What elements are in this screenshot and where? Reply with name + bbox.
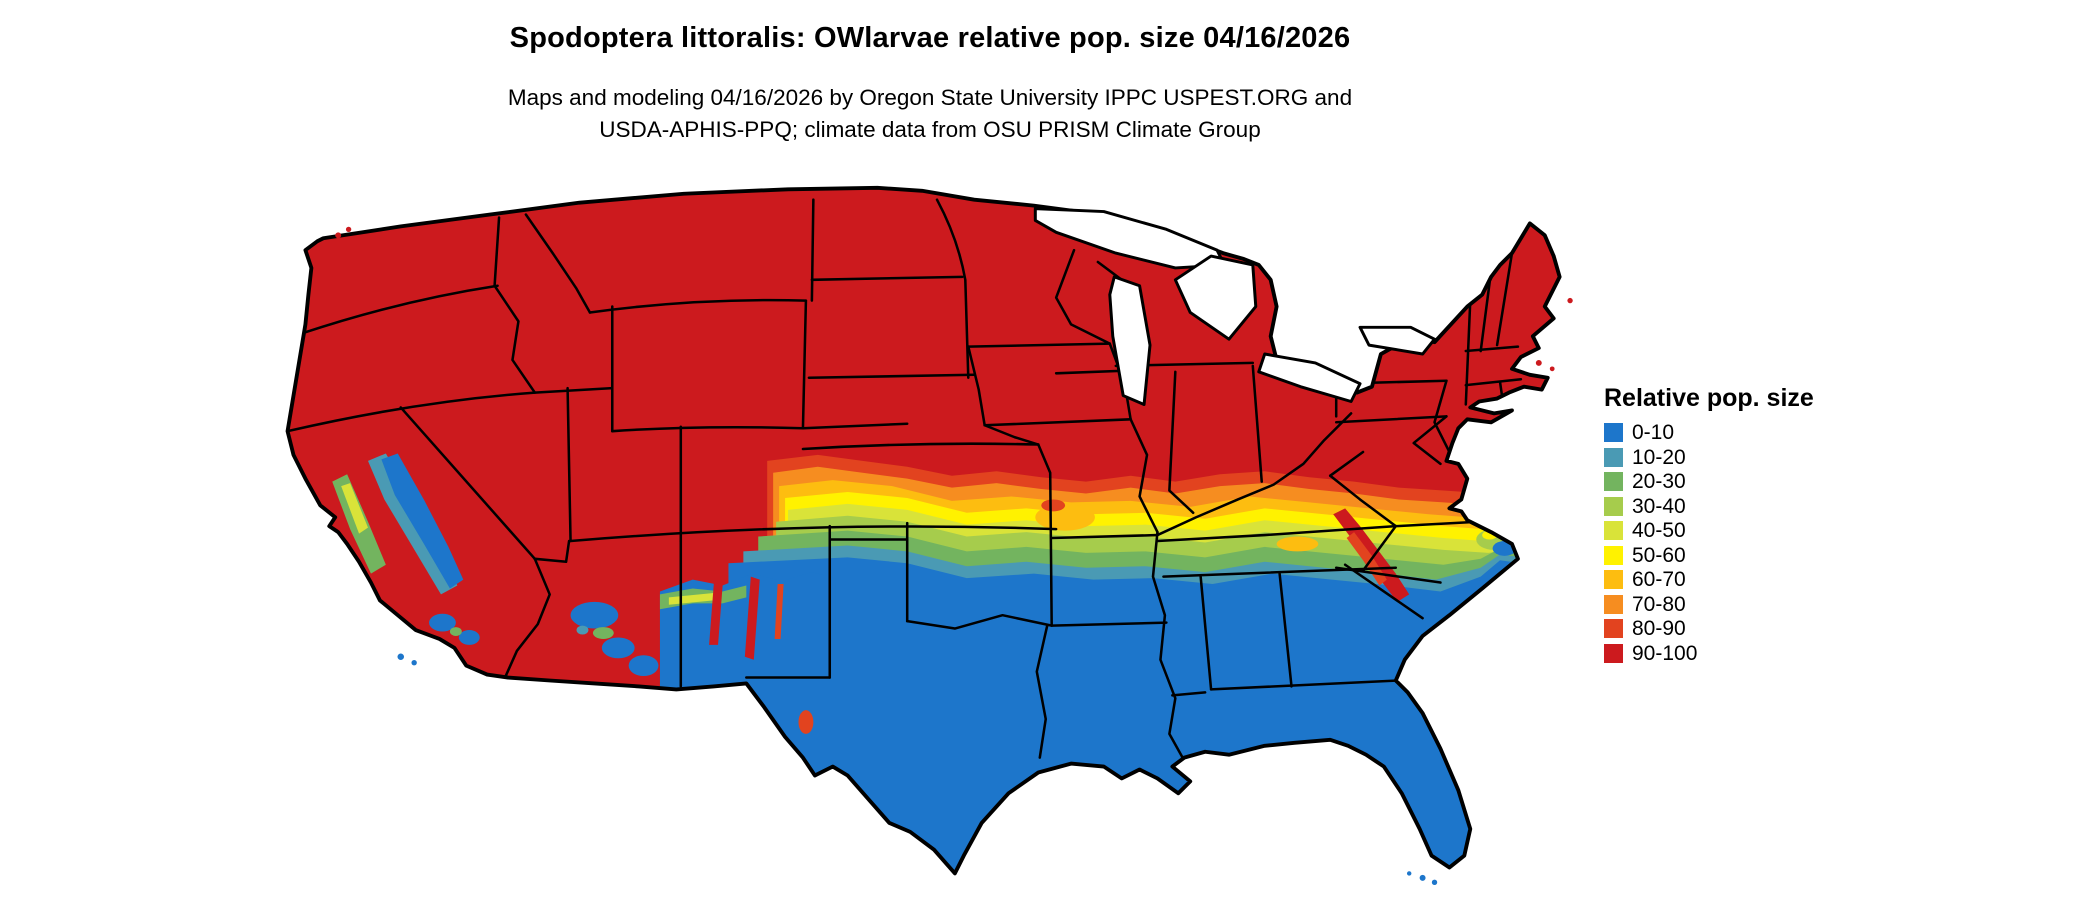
legend-item-label: 20-30 (1632, 470, 1686, 493)
legend-item-label: 10-20 (1632, 445, 1686, 469)
legend-items: 0-10 10-20 20-30 30-40 40-50 50-60 60-70… (1604, 421, 1814, 665)
legend-item: 10-20 (1604, 445, 1814, 469)
island-specks-red (335, 226, 1573, 372)
map-figure (222, 170, 1652, 912)
legend-swatch (1604, 447, 1623, 467)
legend-item-label: 0-10 (1632, 421, 1675, 444)
legend-item-label: 60-70 (1632, 568, 1686, 591)
legend-swatch (1604, 496, 1623, 516)
subtitle-line-2: USDA-APHIS-PPQ; climate data from OSU PR… (599, 117, 1261, 142)
legend-item: 0-10 (1604, 421, 1814, 444)
legend-swatch (1604, 545, 1623, 565)
lake-erie (1257, 352, 1362, 403)
overlay-newmexico-red-streaks (709, 567, 760, 660)
legend-item-label: 90-100 (1632, 641, 1698, 665)
overlay-ozark-red (1041, 499, 1066, 512)
overlay-sierra-blue (381, 453, 464, 589)
overlay-arizona-blue (570, 601, 659, 677)
legend-swatch (1604, 619, 1623, 638)
legend-item: 80-90 (1604, 617, 1814, 640)
legend-item: 50-60 (1604, 543, 1814, 567)
legend-swatch (1604, 423, 1623, 442)
legend-item: 90-100 (1604, 641, 1814, 665)
overlay-appalachian-orange (1346, 532, 1387, 586)
legend-title: Relative pop. size (1604, 384, 1814, 412)
island-specks-blue (397, 653, 1438, 885)
overlay-socal-green (449, 627, 462, 636)
map-legend: Relative pop. size 0-10 10-20 20-30 30-4… (1604, 384, 1814, 668)
legend-item-label: 30-40 (1632, 494, 1686, 518)
overlay-socal-blue (429, 613, 480, 645)
state-borders (287, 198, 1523, 762)
subtitle-line-1: Maps and modeling 04/16/2026 by Oregon S… (507, 85, 1353, 110)
legend-swatch (1604, 643, 1623, 663)
legend-swatch (1604, 594, 1623, 614)
great-lakes (1033, 207, 1437, 406)
overlay-arizona-green (592, 627, 614, 639)
lake-michigan (1108, 275, 1152, 406)
legend-item: 70-80 (1604, 592, 1814, 616)
legend-item: 40-50 (1604, 519, 1814, 542)
legend-item: 30-40 (1604, 494, 1814, 518)
overlay-centralvalley-yellow (341, 483, 368, 534)
legend-swatch (1604, 472, 1623, 491)
legend-item-label: 70-80 (1632, 592, 1686, 616)
us-map (285, 185, 1573, 885)
legend-item-label: 80-90 (1632, 617, 1686, 640)
overlay-arizona-teal (576, 625, 589, 635)
legend-item-label: 50-60 (1632, 543, 1686, 567)
legend-item: 20-30 (1604, 470, 1814, 493)
lake-huron (1173, 254, 1258, 341)
legend-item-label: 40-50 (1632, 519, 1686, 542)
legend-swatch (1604, 570, 1623, 589)
legend-item: 60-70 (1604, 568, 1814, 591)
raster-bands (287, 187, 1560, 874)
band-0-10 (728, 557, 1560, 874)
lake-ontario (1358, 325, 1437, 356)
legend-swatch (1604, 521, 1623, 540)
overlay-newmexico-orangered-streak (774, 584, 814, 734)
page-title: Spodoptera littoralis: OWlarvae relative… (509, 22, 1351, 54)
page-subtitle: Maps and modeling 04/16/2026 by Oregon S… (230, 82, 1630, 146)
